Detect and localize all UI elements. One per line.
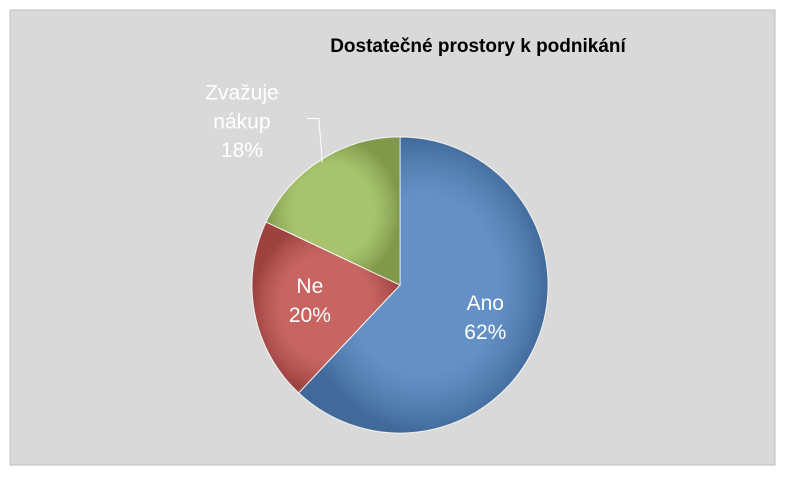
slice-label: Zvažuje nákup [205,81,279,133]
slice-label: Ne [296,275,323,298]
value-label: 20% [289,304,331,327]
value-label: 18% [221,139,263,162]
chart-title: Dostatečné prostory k podnikání [330,36,626,57]
slice-label: Ano [467,292,504,315]
leader-line [306,118,323,163]
value-label: 62% [464,321,506,344]
label-line: Zvažuje [205,81,279,104]
label-line: nákup [213,110,270,133]
